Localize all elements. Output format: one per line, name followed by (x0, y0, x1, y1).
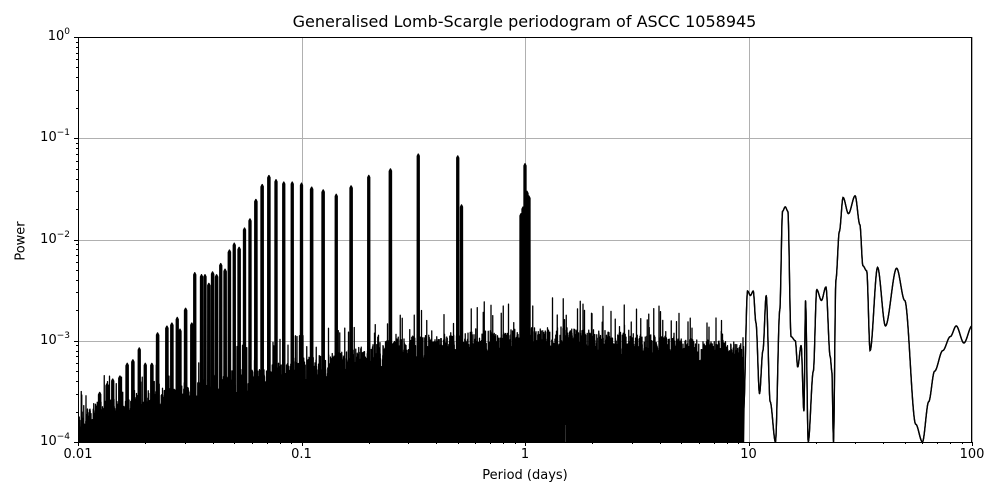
y-tick-label: 10−3 (40, 330, 70, 348)
x-tick-label: 0.1 (291, 447, 312, 462)
chart-title: Generalised Lomb-Scargle periodogram of … (292, 12, 757, 31)
x-axis-label: Period (days) (482, 468, 568, 483)
axes-frame (78, 37, 972, 443)
y-tick-label: 100 (47, 27, 70, 44)
periodogram-series (78, 153, 972, 442)
y-tick-label: 10−4 (40, 432, 70, 449)
x-tick-label: 10 (740, 447, 757, 462)
y-axis-label: Power (13, 221, 29, 261)
x-tick-label: 0.01 (63, 447, 93, 462)
x-tick-label: 100 (959, 447, 985, 462)
y-tick-label: 10−1 (40, 128, 70, 146)
x-tick-label: 1 (520, 447, 530, 462)
y-tick-label: 10−2 (40, 229, 70, 247)
